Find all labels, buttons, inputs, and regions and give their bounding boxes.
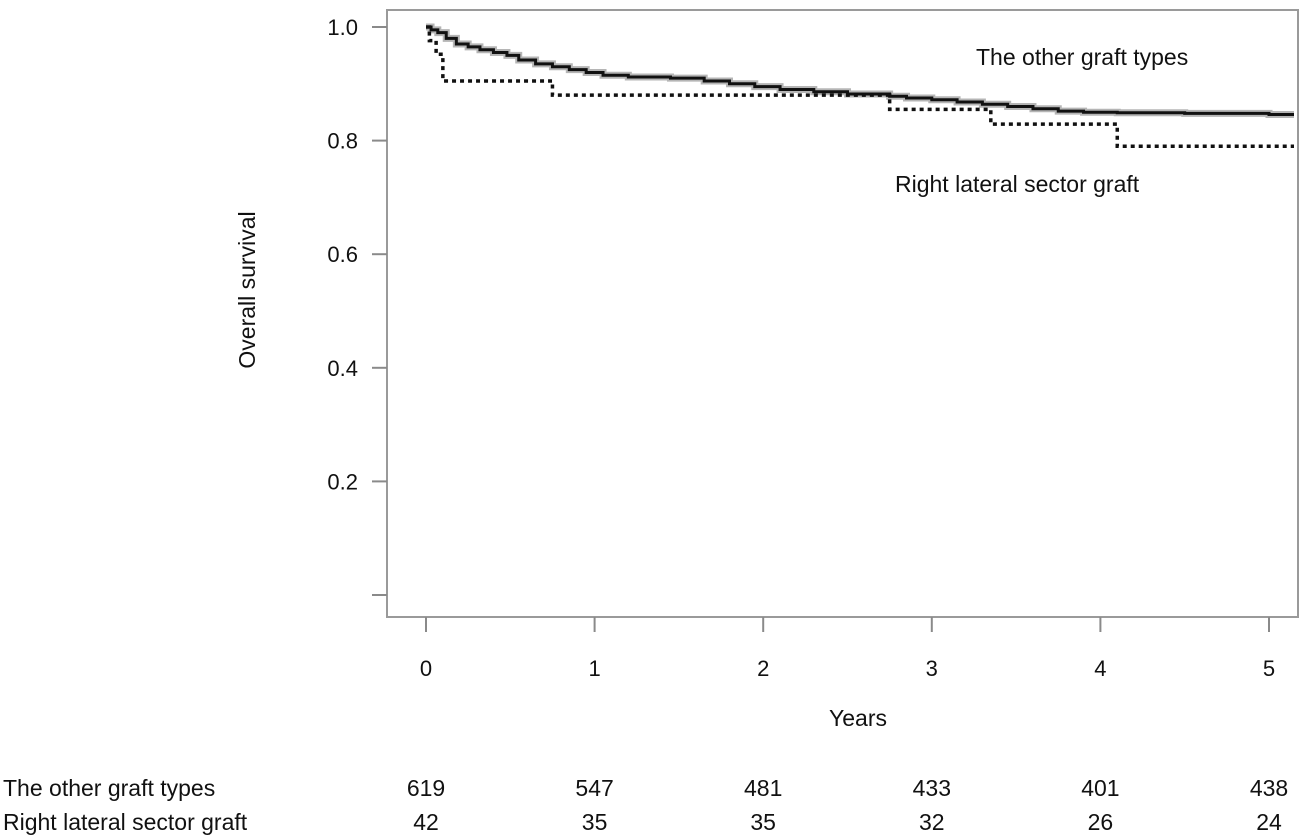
y-tick-label: 0.4 <box>327 356 358 381</box>
other-graft-types-ci <box>426 23 1294 118</box>
risk-count: 438 <box>1250 775 1288 801</box>
series-label-other-graft-types: The other graft types <box>976 44 1188 70</box>
right-lateral-sector-graft-curve <box>426 25 1294 149</box>
x-tick-label: 4 <box>1094 656 1106 681</box>
risk-count: 24 <box>1256 809 1282 835</box>
risk-count: 547 <box>575 775 613 801</box>
risk-row-label-rlsg: Right lateral sector graft <box>3 809 248 835</box>
number-at-risk-table: The other graft types Right lateral sect… <box>3 775 1288 835</box>
series-label-right-lateral-sector-graft: Right lateral sector graft <box>895 171 1140 197</box>
risk-counts: 619 547 481 433 401 438 42 35 35 32 26 24 <box>407 775 1288 835</box>
x-tick-label: 0 <box>420 656 432 681</box>
risk-count: 35 <box>582 809 608 835</box>
x-axis: 0 1 2 3 4 5 <box>420 617 1275 681</box>
risk-count: 481 <box>744 775 782 801</box>
risk-count: 619 <box>407 775 445 801</box>
y-axis: 0.2 0.4 0.6 0.8 1.0 <box>327 15 387 596</box>
y-tick-label: 0.2 <box>327 469 358 494</box>
x-tick-label: 5 <box>1263 656 1275 681</box>
y-tick-label: 0.6 <box>327 242 358 267</box>
y-tick-label: 0.8 <box>327 129 358 154</box>
risk-count: 433 <box>913 775 951 801</box>
x-tick-label: 1 <box>588 656 600 681</box>
confidence-band <box>426 23 1294 118</box>
y-axis-title: Overall survival <box>234 211 260 368</box>
x-tick-label: 2 <box>757 656 769 681</box>
risk-count: 42 <box>413 809 439 835</box>
other-graft-types-curve <box>426 25 1294 116</box>
survival-curves <box>426 25 1294 149</box>
risk-count: 35 <box>750 809 776 835</box>
risk-count: 26 <box>1088 809 1114 835</box>
x-axis-title: Years <box>829 705 887 731</box>
risk-count: 32 <box>919 809 945 835</box>
risk-row-label-other: The other graft types <box>3 775 215 801</box>
risk-count: 401 <box>1081 775 1119 801</box>
x-tick-label: 3 <box>926 656 938 681</box>
plot-frame <box>386 9 1299 618</box>
y-tick-label: 1.0 <box>327 15 358 40</box>
